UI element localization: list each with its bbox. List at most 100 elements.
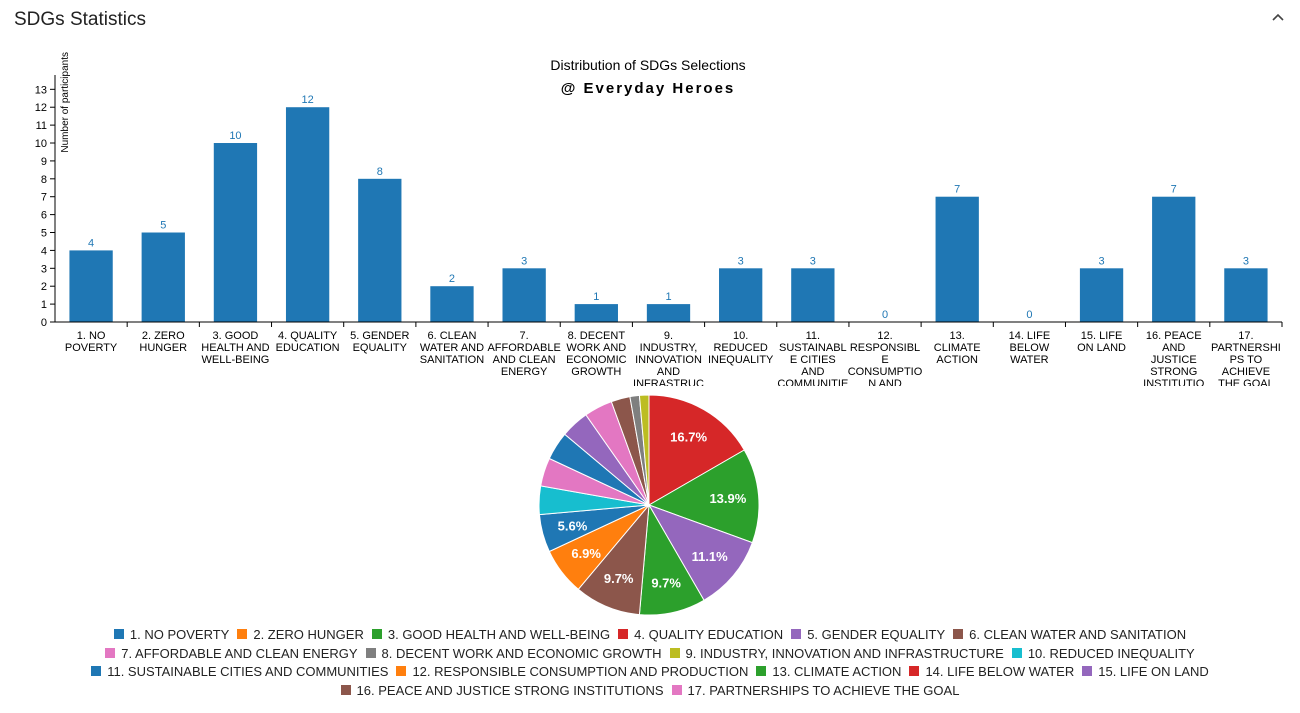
- bar: [285, 107, 330, 322]
- x-tick-label: CLIMATE: [934, 342, 981, 354]
- legend-swatch: [618, 629, 629, 639]
- bar-value-label: 3: [810, 255, 816, 267]
- legend-swatch: [237, 629, 248, 639]
- pie-slice-label: 5.6%: [558, 518, 588, 533]
- legend-swatch: [756, 666, 767, 676]
- bar: [1224, 268, 1268, 322]
- x-tick-label: STRONG: [1150, 366, 1197, 378]
- legend-item[interactable]: 3. GOOD HEALTH AND WELL-BEING: [371, 626, 610, 645]
- x-tick-label: N AND: [868, 378, 902, 386]
- x-tick-label: JUSTICE: [1151, 354, 1197, 366]
- x-tick-label: 8. DECENT: [568, 330, 626, 342]
- legend-label: 12. RESPONSIBLE CONSUMPTION AND PRODUCTI…: [412, 664, 749, 679]
- x-tick-label: INEQUALITY: [708, 354, 774, 366]
- x-tick-label: ON LAND: [1077, 342, 1126, 354]
- x-tick-label: PS TO: [1230, 354, 1263, 366]
- legend-item[interactable]: 6. CLEAN WATER AND SANITATION: [953, 626, 1186, 645]
- legend-item[interactable]: 17. PARTNERSHIPS TO ACHIEVE THE GOAL: [671, 682, 959, 701]
- x-tick-label: AND: [657, 366, 680, 378]
- legend-label: 7. AFFORDABLE AND CLEAN ENERGY: [121, 645, 358, 661]
- x-tick-label: 2. ZERO: [142, 330, 185, 342]
- legend-label: 14. LIFE BELOW WATER: [925, 664, 1075, 679]
- pie-slice-label: 9.7%: [651, 575, 681, 590]
- bar-series: 4 5 10 12 8 2 3 1 1 3 3 0 7 0 3 7 3: [69, 94, 1268, 322]
- bar-value-label: 2: [449, 273, 455, 285]
- chevron-up-glyph: [1272, 13, 1284, 21]
- chevron-up-icon[interactable]: [1270, 9, 1286, 25]
- legend-swatch: [91, 666, 102, 676]
- y-tick-label: 8: [41, 174, 47, 186]
- legend-swatch: [909, 666, 920, 676]
- legend-item[interactable]: 5. GENDER EQUALITY: [791, 626, 945, 645]
- x-tick-label: POVERTY: [65, 342, 118, 354]
- pie-slice: [647, 504, 754, 601]
- legend-swatch: [1082, 666, 1093, 676]
- x-tick-label: INSTITUTIO: [1143, 378, 1205, 386]
- bar-value-label: 0: [1026, 309, 1032, 321]
- x-tick-label: E CITIES: [790, 354, 836, 366]
- bar: [141, 232, 185, 322]
- legend-item[interactable]: 11. SUSTAINABLE CITIES AND COMMUNITIES: [91, 663, 388, 682]
- bar: [646, 304, 691, 322]
- legend-item[interactable]: 13. CLIMATE ACTION: [756, 663, 901, 682]
- x-tick-label: HEALTH AND: [201, 342, 269, 354]
- pie-slice-label: 6.9%: [571, 546, 601, 561]
- legend-label: 15. LIFE ON LAND: [1098, 664, 1209, 679]
- pie-slice: [647, 449, 760, 544]
- bar-value-label: 3: [1098, 255, 1104, 267]
- legend-item[interactable]: 10. REDUCED INEQUALITY: [1011, 645, 1195, 664]
- bar-chart: Distribution of SDGs Selections @ Everyd…: [35, 52, 1283, 386]
- bar-value-label: 3: [738, 255, 744, 267]
- y-tick-label: 10: [35, 138, 47, 150]
- legend-item[interactable]: 1. NO POVERTY: [113, 626, 229, 645]
- x-tick-label: BELOW: [1010, 342, 1050, 354]
- x-tick-label: RESPONSIBL: [850, 342, 920, 354]
- legend-item[interactable]: 16. PEACE AND JUSTICE STRONG INSTITUTION…: [340, 682, 664, 701]
- x-tick-label: THE GOAL: [1218, 378, 1274, 386]
- legend-item[interactable]: 2. ZERO HUNGER: [237, 626, 364, 645]
- x-tick-label: SANITATION: [420, 354, 484, 366]
- x-tick-label: ECONOMIC: [566, 354, 627, 366]
- pie-slice-label: 9.7%: [604, 571, 634, 586]
- legend-label: 11. SUSTAINABLE CITIES AND COMMUNITIES: [107, 664, 389, 679]
- y-tick-label: 4: [41, 245, 47, 257]
- legend-item[interactable]: 12. RESPONSIBLE CONSUMPTION AND PRODUCTI…: [396, 663, 748, 682]
- x-tick-label: COMMUNITIE: [777, 378, 848, 386]
- bar: [574, 304, 618, 322]
- pie-labels: 16.7%13.9%11.1%9.7%9.7%6.9%5.6%: [558, 429, 747, 590]
- bar-value-label: 4: [88, 237, 94, 249]
- legend-item[interactable]: 9. INDUSTRY, INNOVATION AND INFRASTRUCTU…: [669, 645, 1004, 664]
- x-tick-label: ENERGY: [501, 366, 548, 378]
- y-axis-label: Number of participants: [60, 52, 71, 153]
- chart-title: Distribution of SDGs Selections: [550, 57, 745, 73]
- y-tick-label: 3: [41, 263, 47, 275]
- legend-swatch: [669, 647, 680, 658]
- bar-value-label: 3: [521, 255, 527, 267]
- x-tick-label: 7.: [520, 330, 529, 342]
- x-tick-label: INDUSTRY,: [640, 342, 698, 354]
- pie-legend: 1. NO POVERTY 2. ZERO HUNGER 3. GOOD HEALT…: [0, 626, 1300, 700]
- x-tick-label: EQUALITY: [353, 342, 408, 354]
- pie-slice: [648, 394, 745, 506]
- x-tick-label: GROWTH: [571, 366, 621, 378]
- bar: [502, 268, 546, 322]
- legend-item[interactable]: 8. DECENT WORK AND ECONOMIC GROWTH: [365, 645, 662, 664]
- chart-subtitle: @ Everyday Heroes: [561, 80, 736, 97]
- legend-row: 1. NO POVERTY 2. ZERO HUNGER 3. GOOD HEALT…: [0, 626, 1300, 645]
- x-tick-label: WORK AND: [566, 342, 626, 354]
- legend-label: 16. PEACE AND JUSTICE STRONG INSTITUTION…: [356, 682, 664, 698]
- panel-header: SDGs Statistics: [0, 0, 1300, 42]
- legend-item[interactable]: 4. QUALITY EDUCATION: [618, 626, 783, 645]
- page-title: SDGs Statistics: [14, 9, 146, 30]
- legend-item[interactable]: 15. LIFE ON LAND: [1082, 663, 1209, 682]
- x-tick-label: REDUCED: [713, 342, 767, 354]
- x-tick-label: AND CLEAN: [493, 354, 556, 366]
- legend-item[interactable]: 14. LIFE BELOW WATER: [909, 663, 1074, 682]
- y-tick-label: 2: [41, 281, 47, 293]
- legend-label: 5. GENDER EQUALITY: [807, 627, 946, 642]
- pie-slice: [638, 394, 650, 506]
- legend-item[interactable]: 7. AFFORDABLE AND CLEAN ENERGY: [105, 645, 358, 664]
- x-tick-label: INFRASTRUC: [633, 378, 704, 386]
- x-tick-label: 4. QUALITY: [278, 330, 338, 342]
- bar-value-label: 1: [593, 291, 599, 303]
